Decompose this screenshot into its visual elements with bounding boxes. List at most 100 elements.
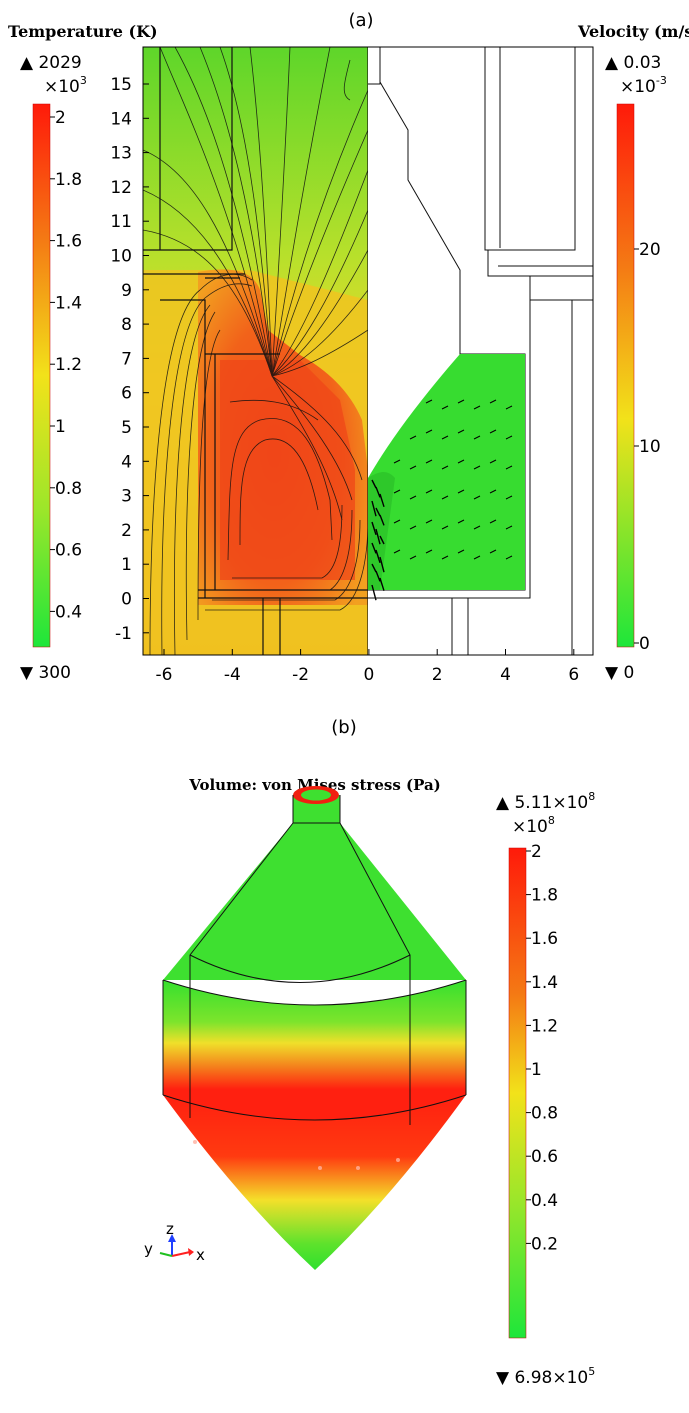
velocity-arrow bbox=[457, 399, 465, 404]
y-tick-label: 5 bbox=[121, 418, 132, 438]
x-axis-ticks: -6 -4 -2 0 2 4 6 bbox=[156, 649, 579, 685]
panel-a-label: (a) bbox=[348, 10, 373, 31]
stress-min-label: ▼ 6.98×105 bbox=[496, 1365, 595, 1388]
velocity-arrow bbox=[441, 495, 449, 500]
x-tick-label: -2 bbox=[292, 665, 309, 685]
velocity-arrow bbox=[375, 549, 381, 564]
temp-tick-label: 1.2 bbox=[55, 355, 82, 375]
y-tick-label: 12 bbox=[110, 178, 132, 198]
velocity-arrow bbox=[409, 465, 417, 470]
temp-min-label: ▼ 300 bbox=[20, 663, 71, 683]
velocity-arrow bbox=[457, 429, 465, 434]
velocity-arrow bbox=[457, 549, 465, 554]
velocity-arrow bbox=[473, 525, 481, 530]
stress-tick-label: 0.4 bbox=[531, 1191, 558, 1211]
y-tick-label: 1 bbox=[121, 555, 132, 575]
temp-tick-label: 2 bbox=[55, 108, 66, 128]
temp-colorbar-ticks: 2 1.8 1.6 1.4 1.2 1 0.8 0.6 0.4 bbox=[50, 108, 82, 622]
velocity-arrow bbox=[371, 479, 377, 489]
velocity-arrow bbox=[409, 525, 417, 530]
temp-tick-label: 1.6 bbox=[55, 232, 82, 252]
velocity-arrow bbox=[505, 525, 513, 530]
velocity-arrow bbox=[425, 519, 433, 524]
axes-triad: z x y bbox=[144, 1220, 205, 1264]
stress-tick-label: 1.4 bbox=[531, 973, 558, 993]
velocity-arrow bbox=[457, 459, 465, 464]
y-tick-label: 11 bbox=[110, 212, 132, 232]
velocity-tick-label: 10 bbox=[639, 437, 661, 457]
stress-colorbar bbox=[508, 847, 527, 1339]
velocity-arrow bbox=[489, 549, 497, 554]
triad-x-label: x bbox=[196, 1246, 205, 1264]
x-tick-label: 4 bbox=[500, 665, 511, 685]
triad-z-label: z bbox=[166, 1220, 174, 1238]
temp-tick-label: 0.8 bbox=[55, 479, 82, 499]
velocity-max-label: ▲ 0.03 bbox=[605, 53, 661, 73]
temp-tick-label: 1.8 bbox=[55, 170, 82, 190]
velocity-arrow bbox=[371, 521, 377, 536]
velocity-arrow bbox=[473, 405, 481, 410]
y-tick-label: 6 bbox=[121, 384, 132, 404]
velocity-arrow bbox=[371, 542, 377, 554]
velocity-arrow bbox=[489, 519, 497, 524]
velocity-scale-label: ×10-3 bbox=[620, 74, 667, 97]
stress-plot-title: Volume: von Mises stress (Pa) bbox=[188, 776, 441, 794]
y-tick-label: 7 bbox=[121, 349, 132, 369]
velocity-arrow bbox=[505, 405, 513, 410]
stress-tick-label: 2 bbox=[531, 842, 542, 862]
velocity-arrow bbox=[425, 399, 433, 404]
velocity-arrow bbox=[505, 435, 513, 440]
y-tick-label: 14 bbox=[110, 109, 132, 129]
velocity-arrow bbox=[379, 535, 385, 545]
y-tick-label: 8 bbox=[121, 315, 132, 335]
velocity-arrow bbox=[393, 459, 401, 464]
stress-tick-label: 0.8 bbox=[531, 1104, 558, 1124]
x-tick-label: -6 bbox=[156, 665, 173, 685]
stress-colorbar-ticks: 2 1.8 1.6 1.4 1.2 1 0.8 0.6 0.4 0.2 bbox=[526, 842, 558, 1254]
velocity-arrow bbox=[441, 435, 449, 440]
velocity-arrow bbox=[379, 577, 385, 592]
y-tick-label: -1 bbox=[115, 624, 132, 644]
y-tick-label: 0 bbox=[121, 590, 132, 610]
y-tick-label: 15 bbox=[110, 75, 132, 95]
velocity-arrow bbox=[425, 549, 433, 554]
y-tick-label: 3 bbox=[121, 487, 132, 507]
velocity-arrow bbox=[375, 507, 381, 517]
temp-tick-label: 0.6 bbox=[55, 541, 82, 561]
velocity-arrow bbox=[425, 429, 433, 434]
temp-tick-label: 1 bbox=[55, 417, 66, 437]
velocity-arrow bbox=[473, 435, 481, 440]
velocity-arrow bbox=[375, 570, 381, 582]
velocity-arrow bbox=[379, 556, 385, 573]
velocity-arrow bbox=[441, 555, 449, 560]
x-tick-label: 0 bbox=[363, 665, 374, 685]
y-tick-label: 9 bbox=[121, 281, 132, 301]
velocity-arrow bbox=[375, 528, 381, 545]
stress-max-label: ▲ 5.11×108 bbox=[496, 790, 595, 813]
velocity-arrow bbox=[489, 399, 497, 404]
velocity-arrow bbox=[441, 405, 449, 410]
temp-colorbar bbox=[32, 103, 51, 648]
velocity-arrow bbox=[505, 555, 513, 560]
stress-tick-label: 0.6 bbox=[531, 1147, 558, 1167]
temp-tick-label: 0.4 bbox=[55, 602, 82, 622]
velocity-arrow bbox=[379, 493, 385, 508]
velocity-arrow bbox=[441, 465, 449, 470]
stress-tick-label: 1.2 bbox=[531, 1016, 558, 1036]
velocity-arrow bbox=[425, 459, 433, 464]
stress-tick-label: 1 bbox=[531, 1060, 542, 1080]
x-tick-label: -4 bbox=[224, 665, 241, 685]
velocity-arrow bbox=[375, 486, 381, 498]
temp-scale-label: ×103 bbox=[44, 74, 87, 97]
temp-colorbar-title: Temperature (K) bbox=[8, 22, 158, 41]
velocity-arrow bbox=[489, 459, 497, 464]
y-tick-label: 4 bbox=[121, 452, 132, 472]
velocity-arrow bbox=[457, 519, 465, 524]
triad-y-label: y bbox=[144, 1240, 153, 1258]
velocity-colorbar-title: Velocity (m/s) bbox=[577, 22, 689, 41]
velocity-arrow bbox=[505, 465, 513, 470]
velocity-arrow bbox=[473, 555, 481, 560]
x-tick-label: 2 bbox=[432, 665, 443, 685]
vessel-3d-model bbox=[162, 786, 467, 1270]
y-tick-label: 2 bbox=[121, 521, 132, 541]
